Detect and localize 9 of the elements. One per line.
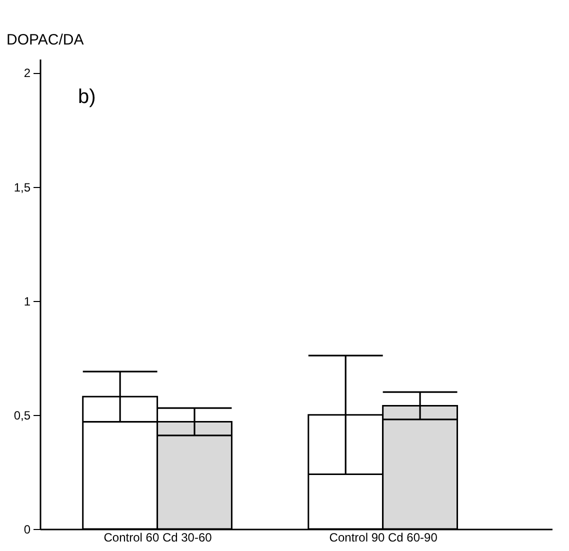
x-tick-label: Control 90 Cd 60-90 xyxy=(329,530,438,544)
y-tick-label: 0,5 xyxy=(14,408,31,422)
y-tick-label: 0 xyxy=(24,522,31,536)
y-tick-label: 1 xyxy=(24,294,31,308)
x-tick-label: Control 60 Cd 30-60 xyxy=(104,530,212,544)
y-axis-title: DOPAC/DA xyxy=(6,32,84,48)
annotation: b) xyxy=(78,86,96,108)
y-tick-label: 1,5 xyxy=(14,180,31,194)
y-tick-label: 2 xyxy=(24,66,31,80)
